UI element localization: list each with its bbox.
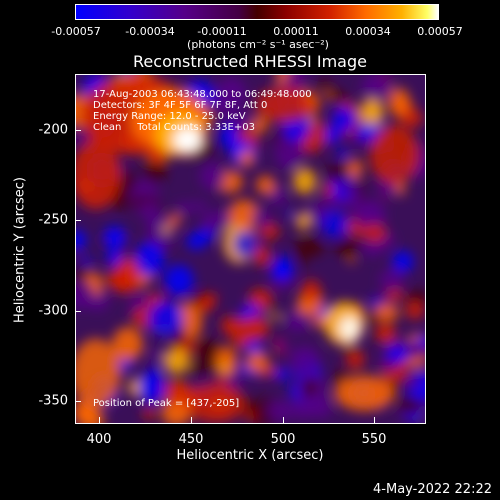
colorbar-tick: -0.00057 (51, 25, 101, 38)
info-energy-range: Energy Range: 12.0 - 25.0 keV (93, 111, 246, 122)
intensity-map (76, 75, 425, 423)
x-tick-mark (191, 417, 192, 423)
colorbar-tick: 0.00011 (273, 25, 319, 38)
info-clean-counts: Clean Total Counts: 3.33E+03 (93, 122, 255, 133)
info-time-range: 17-Aug-2003 06:43:48.000 to 06:49:48.000 (93, 89, 312, 100)
colorbar-tick: -0.00011 (197, 25, 247, 38)
x-axis-label: Heliocentric X (arcsec) (176, 448, 324, 463)
y-axis-label: Heliocentric Y (arcsec) (12, 177, 28, 323)
x-tick-mark (283, 417, 284, 423)
colorbar-units: (photons cm⁻² s⁻¹ asec⁻²) (187, 38, 329, 51)
y-tick-label: -200 (38, 122, 68, 138)
y-tick-label: -350 (38, 393, 68, 409)
colorbar-tick: 0.00057 (417, 25, 463, 38)
info-detectors: Detectors: 3F 4F 5F 6F 7F 8F, Att 0 (93, 100, 268, 111)
x-tick-label: 400 (86, 432, 112, 447)
plot-datestamp: 4-May-2022 22:22 (373, 482, 492, 497)
colorbar-tick: -0.00034 (125, 25, 175, 38)
x-tick-label: 450 (178, 432, 204, 447)
info-peak-position: Position of Peak = [437,-205] (93, 398, 240, 409)
y-tick-label: -250 (38, 212, 68, 228)
y-tick-mark (75, 401, 81, 402)
x-tick-mark (374, 417, 375, 423)
y-tick-mark (75, 130, 81, 131)
colorbar (75, 4, 439, 20)
rhessi-image-plot (75, 74, 426, 424)
x-tick-label: 550 (361, 432, 387, 447)
x-tick-label: 500 (270, 432, 296, 447)
x-tick-mark (99, 417, 100, 423)
y-tick-mark (75, 311, 81, 312)
image-title: Reconstructed RHESSI Image (133, 52, 367, 71)
y-tick-label: -300 (38, 303, 68, 319)
y-tick-mark (75, 220, 81, 221)
colorbar-tick: 0.00034 (345, 25, 391, 38)
